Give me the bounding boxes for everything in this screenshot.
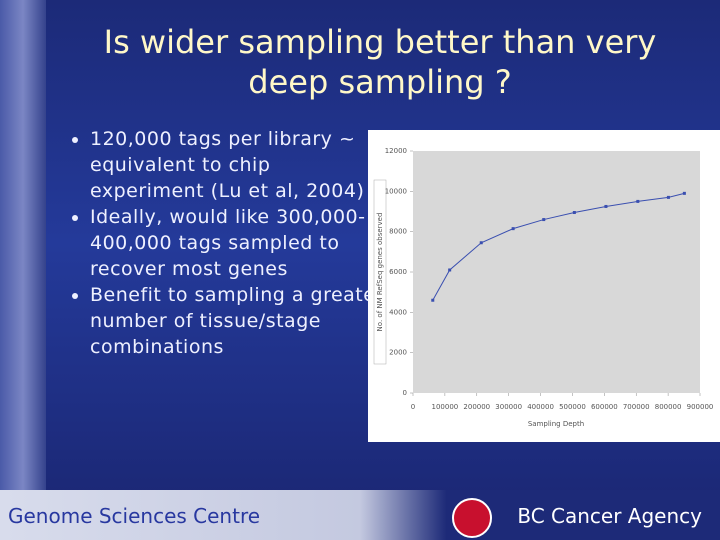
x-tick-label: 900000 [687,403,714,411]
y-tick-label: 12000 [385,147,407,155]
slide-title: Is wider sampling better than very deep … [103,23,657,101]
bullet: Ideally, would like 300,000-400,000 tags… [90,204,390,282]
y-axis-label: No. of NM RefSeq genes observed [376,213,384,332]
point [479,241,483,245]
x-tick-label: 600000 [591,403,618,411]
y-tick-label: 10000 [385,187,407,195]
point [682,191,686,195]
x-tick-label: 500000 [559,403,586,411]
point [636,199,640,203]
x-tick-label: 700000 [623,403,650,411]
logo [452,498,492,538]
point [572,211,576,215]
point [666,195,670,199]
bullet-list: 120,000 tags per library ~ equivalent to… [60,126,390,360]
series-line [432,192,685,301]
point [431,298,435,302]
footer: Genome Sciences Centre BC Cancer Agency [0,490,720,540]
point [542,218,546,222]
point [511,227,515,231]
y-tick-label: 0 [403,389,407,397]
x-tick-label: 400000 [527,403,554,411]
x-tick-label: 200000 [463,403,490,411]
footer-left: Genome Sciences Centre [8,504,261,528]
x-tick-label: 0 [411,403,415,411]
chart: No. of NM RefSeq genes observed Sampling… [373,147,714,428]
y-tick-label: 4000 [389,308,407,316]
point [604,204,608,208]
bullet: Benefit to sampling a greater number of … [90,282,390,360]
point [448,268,452,272]
dna-strip [0,0,46,490]
x-axis-label: Sampling Depth [528,420,584,428]
y-tick-label: 6000 [389,268,407,276]
bullet: 120,000 tags per library ~ equivalent to… [90,126,390,204]
plot-area [413,151,700,393]
footer-right: BC Cancer Agency [517,504,702,528]
x-tick-label: 800000 [655,403,682,411]
y-tick-label: 2000 [389,349,407,357]
y-label-box [373,179,387,365]
x-tick-label: 300000 [495,403,522,411]
y-tick-label: 8000 [389,228,407,236]
x-tick-label: 100000 [432,403,459,411]
